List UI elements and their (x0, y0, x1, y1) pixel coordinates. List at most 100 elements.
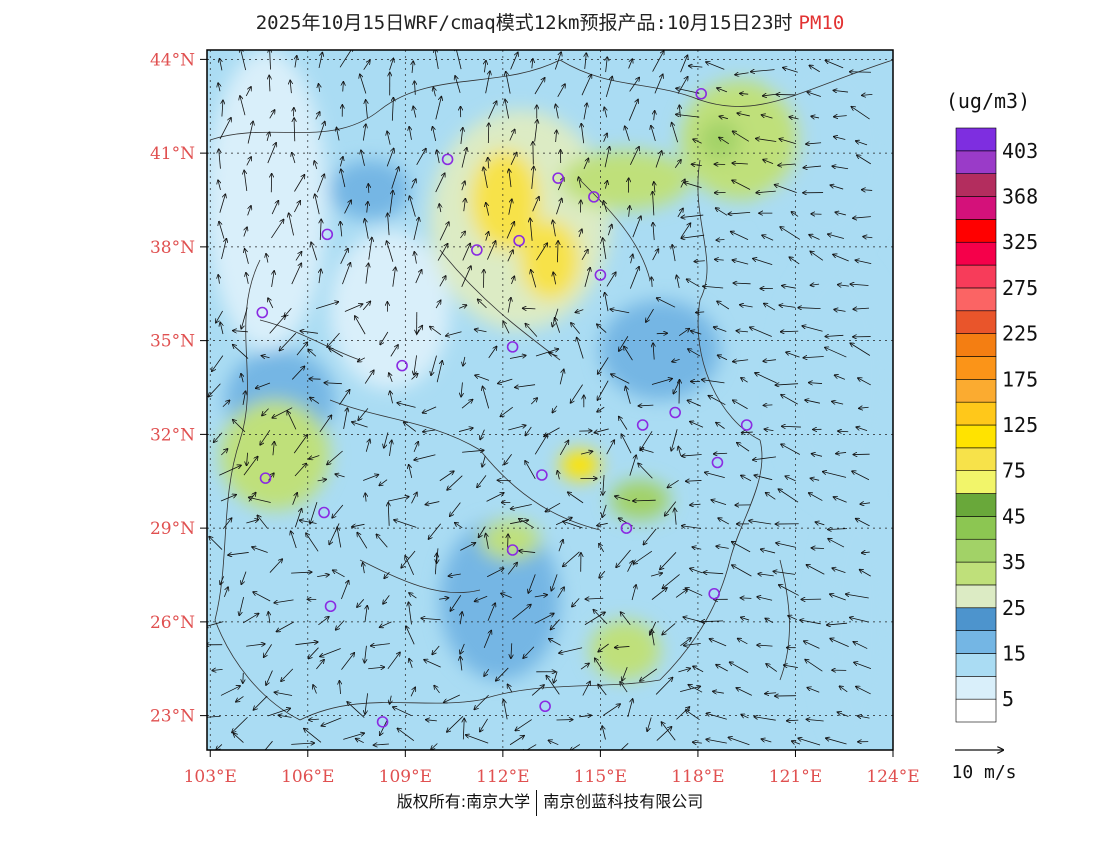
wind-vector (525, 426, 532, 436)
wind-vector (597, 324, 607, 333)
plot-frame (206, 49, 894, 751)
wind-vector (365, 219, 369, 239)
wind-vector (690, 422, 704, 428)
wind-vector (317, 575, 329, 577)
wind-vector (766, 664, 778, 672)
wind-vector (672, 245, 676, 262)
lon-label: 112°E (476, 767, 529, 787)
wind-vector (628, 59, 633, 69)
wind-vector (272, 407, 293, 418)
wind-vector (776, 94, 797, 95)
colorbar-swatch (955, 676, 997, 700)
wind-vector (433, 87, 435, 97)
wind-vector (754, 475, 773, 481)
wind-vector (580, 663, 589, 670)
wind-vector (597, 406, 605, 412)
wind-vector (268, 473, 274, 481)
wind-vector (674, 160, 681, 168)
wind-vector (509, 129, 515, 141)
wind-vector (732, 565, 752, 577)
wind-vector (510, 153, 517, 165)
wind-vector (290, 80, 291, 94)
wind-vector (253, 592, 271, 602)
wind-vector (832, 166, 849, 169)
wind-vector (439, 204, 441, 213)
wind-vector (413, 106, 416, 118)
wind-vector (391, 167, 399, 189)
wind-vector (232, 716, 248, 732)
wind-vector (483, 630, 491, 649)
wind-vector (787, 720, 799, 721)
wind-vector (384, 571, 390, 578)
wind-vector (856, 519, 870, 527)
wind-vector (327, 332, 340, 347)
wind-vector (761, 739, 772, 742)
wind-vector (598, 643, 609, 652)
wind-vector (384, 432, 389, 448)
wind-vector (741, 378, 748, 383)
wind-vector (604, 107, 606, 118)
concentration-patch (700, 120, 740, 160)
lat-label: 23°N (150, 707, 195, 727)
lat-label: 35°N (150, 332, 195, 352)
wind-vector (853, 308, 870, 309)
wind-vector (247, 121, 253, 144)
wind-vector (719, 137, 730, 145)
wind-vectors (207, 50, 873, 750)
wind-vector (458, 428, 473, 432)
wind-vector (343, 733, 364, 740)
wind-vector (703, 572, 724, 573)
wind-vector (856, 141, 868, 146)
wind-vector (630, 147, 639, 165)
wind-vector (716, 240, 725, 241)
wind-vector (737, 443, 750, 452)
wind-vector (460, 612, 462, 625)
wind-vector (389, 191, 393, 214)
wind-vector (651, 126, 656, 142)
wind-vector (462, 181, 465, 191)
wind-vector (863, 237, 873, 238)
wind-vector (706, 713, 727, 720)
wind-vector (218, 83, 220, 92)
wind-vector (579, 715, 591, 717)
wind-vector (532, 59, 533, 69)
wind-vector (321, 717, 342, 726)
wind-vector (686, 710, 700, 721)
wind-vector (511, 643, 512, 658)
station-marker (471, 244, 483, 256)
wind-vector (218, 180, 220, 190)
wind-vector (437, 150, 440, 164)
colorbar-swatch (955, 219, 997, 243)
wind-vector (563, 551, 580, 567)
wind-vector (779, 305, 796, 307)
wind-vector (852, 471, 870, 481)
wind-vector (374, 744, 389, 745)
wind-vector (615, 646, 630, 647)
wind-vector (629, 455, 636, 476)
wind-vector (300, 331, 319, 333)
wind-vector (732, 180, 751, 190)
wind-vector (807, 92, 821, 97)
wind-vector (740, 305, 753, 307)
plot-area (207, 50, 893, 750)
wind-vector (781, 395, 798, 405)
wind-vector (807, 688, 820, 693)
wind-vector (388, 497, 409, 502)
station-marker (321, 228, 334, 241)
colorbar-swatch (955, 356, 997, 380)
wind-vector (806, 565, 825, 575)
station-marker (256, 306, 269, 319)
wind-vector (680, 223, 691, 238)
lat-label: 44°N (150, 50, 195, 70)
wind-vector (556, 198, 561, 215)
wind-vector (466, 735, 489, 744)
wind-vector (390, 345, 398, 357)
wind-vector (638, 463, 653, 479)
wind-vector (584, 268, 590, 288)
wind-vector (416, 326, 422, 336)
wind-vector (409, 602, 412, 625)
wind-vector (409, 196, 416, 217)
colorbar-swatch (955, 493, 997, 517)
wind-vector (830, 594, 846, 601)
wind-vector (534, 434, 547, 455)
